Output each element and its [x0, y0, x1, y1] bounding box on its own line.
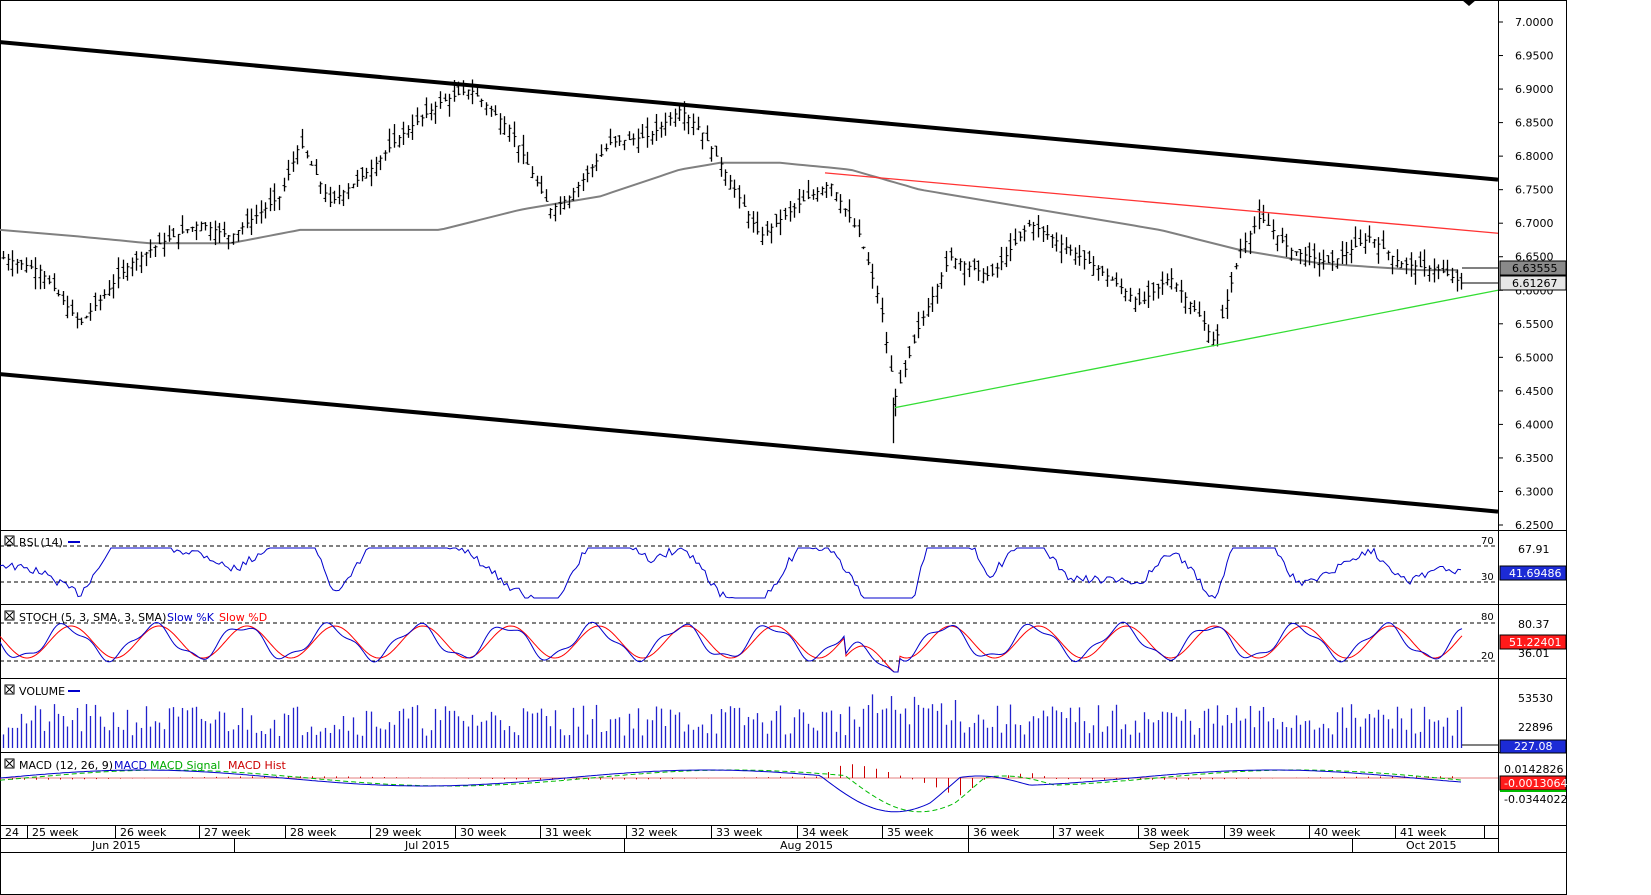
- week-label: 36 week: [973, 826, 1020, 839]
- rsi-label: RSI (14): [19, 536, 63, 549]
- macd-badge-text: -0.0013064: [1504, 777, 1567, 790]
- week-label: 30 week: [460, 826, 507, 839]
- stoch-legend-d: Slow %D: [219, 611, 267, 624]
- macd-panel: MACD (12, 26, 9) MACD MACD Signal MACD H…: [0, 758, 1567, 813]
- macd-signal-line: [0, 769, 1462, 813]
- rsi-panel: RSI (14) 70 30 67.91 41.69486: [0, 535, 1567, 599]
- stoch-panel: STOCH (5, 3, SMA, 3, SMA) Slow %K Slow %…: [0, 610, 1567, 673]
- rsi-close-icon[interactable]: [4, 535, 15, 546]
- week-label: 33 week: [716, 826, 763, 839]
- week-label: 37 week: [1058, 826, 1105, 839]
- price-tick-label: 6.6500: [1515, 251, 1554, 264]
- price-tick-label: 6.9500: [1515, 50, 1554, 63]
- stoch-level-80: 80: [1481, 612, 1494, 623]
- price-tick-label: 6.5000: [1515, 351, 1554, 364]
- price-tick-label: 6.3000: [1515, 485, 1554, 498]
- week-label: 27 week: [204, 826, 251, 839]
- price-tick-label: 6.4000: [1515, 418, 1554, 431]
- stoch-close-icon[interactable]: [4, 610, 15, 621]
- week-label: 34 week: [802, 826, 849, 839]
- week-label: 35 week: [887, 826, 934, 839]
- stoch-label: STOCH (5, 3, SMA, 3, SMA): [19, 611, 166, 624]
- price-tick-label: 6.5500: [1515, 318, 1554, 331]
- stoch-axis-bottom: 36.01: [1518, 647, 1550, 660]
- week-label: 31 week: [545, 826, 592, 839]
- price-axis: 7.0000 6.9500 6.9000 6.8500 6.8000 6.7500 6.70…: [1498, 16, 1554, 532]
- volume-axis-mid: 22896: [1518, 721, 1553, 734]
- macd-label: MACD (12, 26, 9): [19, 759, 113, 772]
- month-label: Aug 2015: [780, 839, 833, 852]
- price-panel: [0, 40, 1498, 514]
- macd-legend-hist: MACD Hist: [228, 759, 287, 772]
- month-label: Jul 2015: [404, 839, 450, 852]
- price-tick-label: 6.8500: [1515, 117, 1554, 130]
- price-badge-last-text: 6.63555: [1512, 262, 1558, 275]
- month-label: Jun 2015: [91, 839, 141, 852]
- macd-axis-top: 0.0142826: [1504, 763, 1564, 776]
- price-tick-label: 6.8000: [1515, 150, 1554, 163]
- price-badge-last: 6.63555: [1499, 260, 1567, 276]
- rsi-close-cross: [5, 536, 14, 545]
- price-badge-close: 6.61267: [1499, 275, 1567, 291]
- price-tick-label: 6.9000: [1515, 83, 1554, 96]
- stoch-d-line: [0, 625, 1463, 673]
- price-tick-label: 6.4500: [1515, 385, 1554, 398]
- rsi-level-70: 70: [1481, 536, 1494, 547]
- week-label: 24: [5, 826, 19, 839]
- week-label: 39 week: [1229, 826, 1276, 839]
- rsi-badge: [1499, 565, 1567, 581]
- volume-axis-top: 53530: [1518, 692, 1553, 705]
- volume-close-cross: [5, 685, 14, 694]
- week-label: 38 week: [1143, 826, 1190, 839]
- macd-legend-macd: MACD: [114, 759, 147, 772]
- corner-marker-icon: [1462, 0, 1476, 6]
- week-label: 26 week: [120, 826, 167, 839]
- stoch-legend-k: Slow %K: [167, 611, 215, 624]
- volume-panel: VOLUME 53530 22896 227.08: [2, 684, 1567, 754]
- month-label: Sep 2015: [1149, 839, 1201, 852]
- price-tick-label: 6.3500: [1515, 452, 1554, 465]
- price-badge-close-text: 6.61267: [1512, 277, 1558, 290]
- price-tick-label: 6.7500: [1515, 184, 1554, 197]
- time-axis: 24 25 week 26 week 27 week 28 week 29 week 30 …: [5, 826, 1485, 852]
- resistance-line: [824, 172, 1498, 234]
- stoch-level-20: 20: [1481, 651, 1494, 662]
- price-tick-label: 6.2500: [1515, 519, 1554, 532]
- stoch-k-line: [0, 621, 1463, 673]
- price-bars: [1, 79, 1464, 444]
- moving-average-line: [0, 161, 1458, 272]
- volume-badge: [1499, 739, 1567, 754]
- stoch-badge-text: 51.22401: [1509, 636, 1562, 649]
- week-label: 28 week: [290, 826, 337, 839]
- macd-axis-bottom: -0.0344022: [1504, 793, 1567, 806]
- macd-close-cross: [5, 759, 14, 768]
- week-label: 25 week: [32, 826, 79, 839]
- macd-legend-signal: MACD Signal: [150, 759, 220, 772]
- month-label: Oct 2015: [1406, 839, 1457, 852]
- channel-lower-line: [0, 372, 1498, 514]
- stoch-close-cross: [5, 611, 14, 620]
- stoch-badge: [1499, 634, 1567, 650]
- macd-close-icon[interactable]: [4, 758, 15, 769]
- stoch-axis-top: 80.37: [1518, 618, 1550, 631]
- price-tick-label: 7.0000: [1515, 16, 1554, 29]
- macd-line: [0, 769, 1462, 813]
- volume-label: VOLUME: [19, 685, 65, 698]
- rsi-level-30: 30: [1481, 572, 1494, 583]
- week-label: 41 week: [1400, 826, 1447, 839]
- week-label: 29 week: [375, 826, 422, 839]
- support-line: [894, 289, 1498, 409]
- week-label: 32 week: [631, 826, 678, 839]
- price-tick-label: 6.7000: [1515, 217, 1554, 230]
- rsi-axis-label: 67.91: [1518, 543, 1550, 556]
- channel-upper-line: [0, 40, 1498, 182]
- rsi-badge-text: 41.69486: [1509, 567, 1562, 580]
- volume-bars: [2, 694, 1498, 748]
- week-label: 40 week: [1314, 826, 1361, 839]
- volume-badge-text: 227.08: [1514, 740, 1553, 753]
- rsi-line: [0, 547, 1462, 599]
- volume-close-icon[interactable]: [4, 684, 15, 695]
